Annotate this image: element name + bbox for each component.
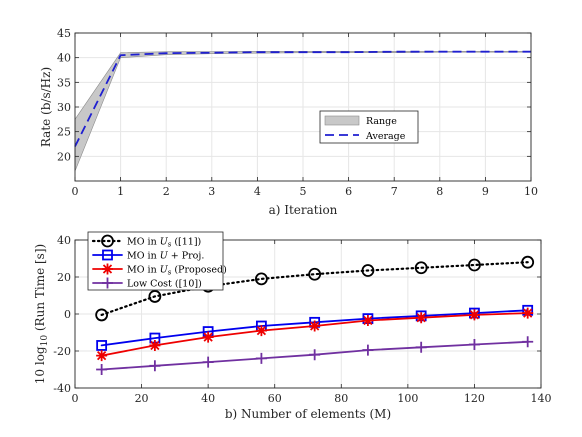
x-tick-label: 0	[72, 392, 79, 405]
data-point	[308, 267, 322, 281]
y-tick-label: 20	[57, 271, 71, 284]
y-tick-label: 35	[57, 76, 71, 89]
data-point	[96, 340, 108, 351]
chart-runtime-vs-elements: b) Number of elements (M) 10 log10 (Run …	[33, 231, 552, 421]
legend-label: MO in Us (Proposed)	[127, 265, 227, 277]
average-line	[74, 50, 531, 147]
x-tick-label: 9	[482, 185, 489, 198]
x-tick-label: 60	[268, 392, 282, 405]
data-point	[96, 364, 108, 375]
x-tick-label: 0	[72, 185, 79, 198]
y-tick-label: -40	[53, 382, 71, 395]
x-tick-label: 120	[464, 392, 485, 405]
legend-swatch-range	[324, 115, 360, 126]
chart1-xlabel: a) Iteration	[269, 203, 338, 217]
chart2-ylabel-sub: 10	[40, 335, 50, 347]
x-tick-label: 7	[391, 185, 398, 198]
data-point	[414, 261, 428, 275]
data-point	[149, 360, 161, 372]
series-3	[96, 336, 534, 375]
x-tick-label: 140	[531, 392, 552, 405]
legend-swatch-marker	[102, 249, 113, 261]
series-0	[95, 255, 535, 322]
chart2-ylabel-b: (Run Time [s])	[33, 244, 47, 335]
y-tick-label: 40	[57, 234, 71, 247]
x-tick-label: 4	[254, 185, 261, 198]
x-tick-label: 5	[300, 185, 307, 198]
legend-swatch-marker	[101, 234, 114, 248]
chart-rate-vs-iteration: a) Iteration Rate (b/s/Hz) 0 1 2 3 4 5 6 7 8 9 102…	[39, 27, 538, 217]
legend-box	[87, 231, 224, 291]
data-point	[415, 341, 427, 353]
legend-swatch-marker	[102, 277, 113, 289]
data-point	[254, 272, 268, 286]
y-tick-label: -20	[53, 345, 71, 358]
y-tick-label: 45	[57, 27, 71, 40]
x-tick-label: 40	[201, 392, 215, 405]
data-point	[522, 336, 534, 348]
x-tick-label: 20	[135, 392, 149, 405]
data-point	[309, 349, 321, 361]
y-tick-label: 20	[57, 150, 71, 163]
data-point	[309, 320, 321, 332]
legend-label: Low Cost ([10])	[127, 279, 202, 290]
y-tick-label: 30	[57, 101, 71, 114]
data-point	[468, 258, 481, 272]
data-point	[202, 331, 214, 343]
data-point	[521, 255, 535, 269]
y-tick-label: 40	[57, 52, 71, 65]
x-tick-label: 8	[436, 185, 443, 198]
data-point	[96, 350, 108, 362]
x-tick-label: 3	[208, 185, 215, 198]
x-tick-label: 1	[117, 185, 124, 198]
data-point	[95, 308, 109, 322]
data-point	[362, 344, 374, 356]
x-tick-label: 80	[334, 392, 348, 405]
data-point	[202, 356, 214, 368]
y-tick-label: 25	[57, 126, 71, 139]
legend-swatch-marker	[102, 263, 113, 275]
legend-label-range: Range	[366, 116, 397, 127]
data-point	[468, 339, 480, 351]
series-2	[96, 307, 534, 362]
chart2-ylabel: 10 log10 (Run Time [s])	[33, 244, 50, 384]
legend-chart1: Range Average	[319, 110, 419, 144]
data-point	[415, 312, 427, 324]
data-point	[149, 339, 161, 351]
chart2-ylabel-a: 10 log	[33, 346, 47, 384]
data-point	[361, 264, 375, 277]
legend-label: MO in U + Proj.	[127, 251, 204, 262]
x-tick-label: 2	[163, 185, 170, 198]
x-tick-label: 10	[524, 185, 538, 198]
legend-chart2: MO in Us ([11]) MO in U + Proj. MO in Us (…	[87, 231, 227, 291]
chart1-ylabel: Rate (b/s/Hz)	[39, 67, 53, 147]
y-tick-label: 0	[64, 308, 71, 321]
series-line	[100, 261, 529, 316]
data-point	[468, 309, 480, 321]
data-point	[362, 314, 374, 326]
legend-label: MO in Us ([11])	[127, 237, 201, 249]
x-tick-label: 6	[345, 185, 352, 198]
data-point	[148, 290, 162, 303]
data-point	[255, 325, 267, 337]
data-point	[255, 352, 267, 364]
chart2-xlabel: b) Number of elements (M)	[225, 407, 391, 421]
data-point	[522, 307, 534, 319]
x-tick-label: 100	[397, 392, 418, 405]
legend-label-average: Average	[365, 131, 406, 142]
